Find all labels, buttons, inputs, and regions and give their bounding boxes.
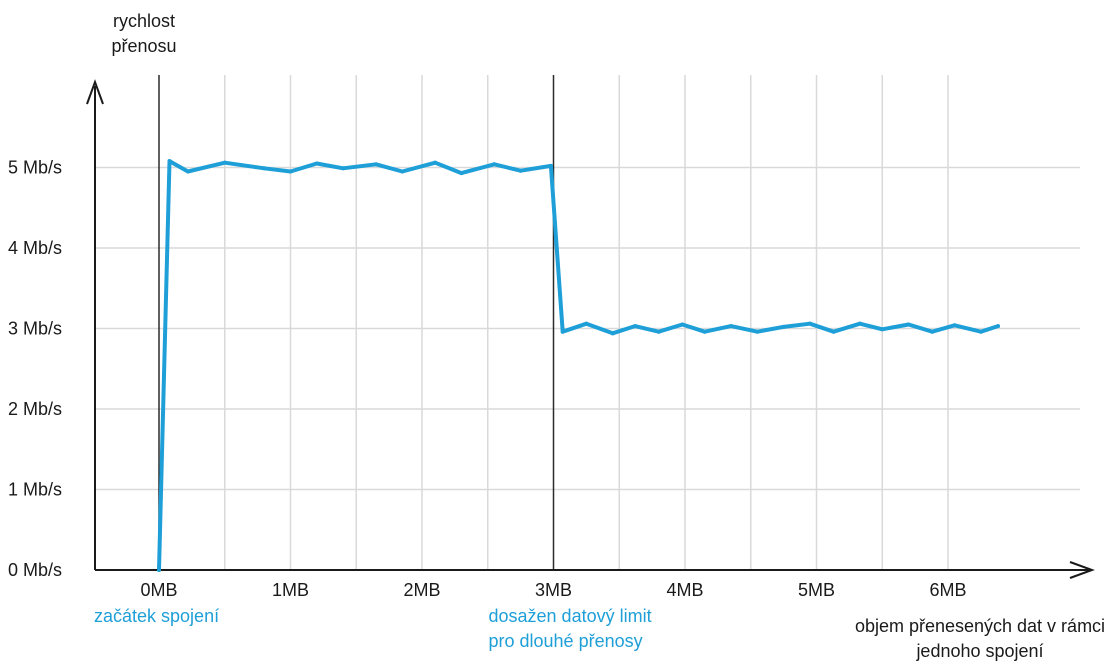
series-point <box>857 321 862 326</box>
series-point <box>906 322 911 327</box>
series-point <box>781 324 786 329</box>
y-tick-label: 3 Mb/s <box>8 319 62 339</box>
series-point <box>880 327 885 332</box>
y-tick-label: 1 Mb/s <box>8 480 62 500</box>
series-point <box>560 329 565 334</box>
series-point <box>157 568 161 572</box>
x-tick-label: 5MB <box>798 580 835 600</box>
y-tick-label: 4 Mb/s <box>8 238 62 258</box>
series-point <box>167 159 172 164</box>
x-axis-title-line-1: objem přenesených dat v rámci <box>855 616 1105 636</box>
series-point <box>262 166 267 171</box>
x-tick-label: 4MB <box>666 580 703 600</box>
series-point <box>341 166 346 171</box>
series-point <box>729 324 734 329</box>
y-axis-arrow <box>86 79 104 105</box>
series-point <box>755 329 760 334</box>
series-point <box>656 329 661 334</box>
series-point <box>433 160 438 165</box>
y-axis-title-line-1: rychlost <box>113 11 175 31</box>
x-tick-label: 1MB <box>272 580 309 600</box>
series-point <box>978 329 983 334</box>
series-point <box>995 324 1000 329</box>
series-point <box>185 169 190 174</box>
x-axis-arrow <box>1069 561 1095 579</box>
series-point <box>373 162 378 167</box>
series-point <box>680 322 685 327</box>
x-axis-title-line-2: jednoho spojení <box>915 641 1043 661</box>
y-tick-label: 0 Mb/s <box>8 560 62 580</box>
x-tick-label: 6MB <box>929 580 966 600</box>
x-tick-label: 2MB <box>403 580 440 600</box>
y-axis-title-line-2: přenosu <box>111 36 176 56</box>
series-point <box>584 321 589 326</box>
annotation-text: pro dlouhé přenosy <box>489 631 643 651</box>
series-point <box>222 160 227 165</box>
x-tick-label: 0MB <box>140 580 177 600</box>
series-point <box>314 161 319 166</box>
annotation-text: začátek spojení <box>94 606 219 626</box>
x-tick-label: 3MB <box>535 580 572 600</box>
annotation-text: dosažen datový limit <box>489 606 652 626</box>
series-point <box>952 323 957 328</box>
series-point <box>492 162 497 167</box>
series-point <box>288 169 293 174</box>
series-point <box>807 321 812 326</box>
series-line <box>157 159 1000 572</box>
y-tick-label: 5 Mb/s <box>8 158 62 178</box>
series-point <box>459 171 464 176</box>
series-point <box>633 324 638 329</box>
series-point <box>610 331 615 336</box>
y-tick-label: 2 Mb/s <box>8 399 62 419</box>
series-point <box>400 169 405 174</box>
series-point <box>831 329 836 334</box>
series-point <box>548 163 553 168</box>
series-point <box>702 329 707 334</box>
series-point <box>518 168 523 173</box>
series-point <box>930 329 935 334</box>
